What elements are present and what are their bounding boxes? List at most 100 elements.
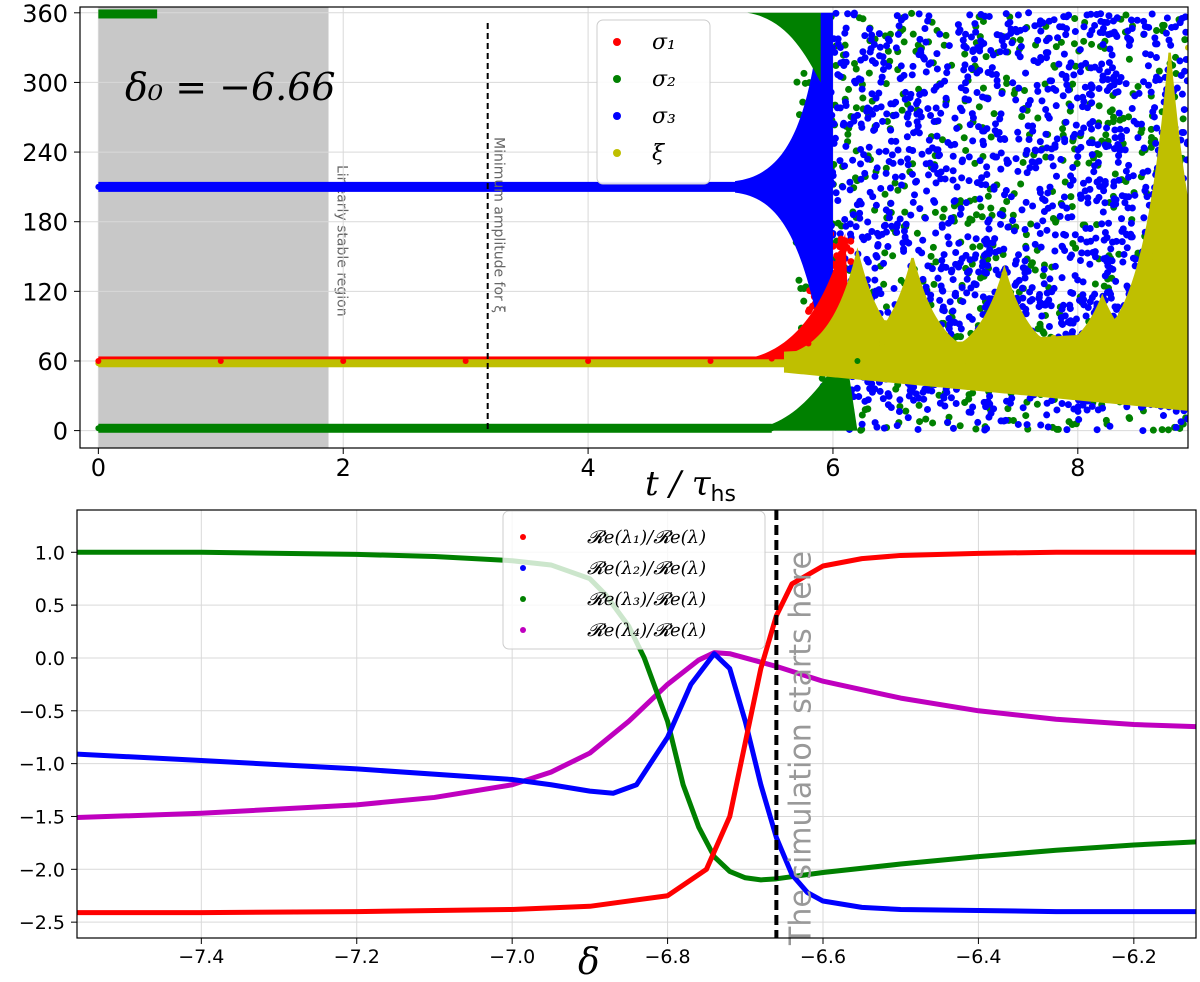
sigma3-chaos-point — [963, 289, 971, 297]
sigma3-chaos-point — [1063, 13, 1071, 21]
sigma3-chaos-point — [1112, 89, 1120, 97]
sigma3-chaos-point — [880, 222, 888, 230]
sigma3-chaos-point — [1105, 288, 1113, 296]
sigma3-chaos-point — [966, 121, 974, 129]
sigma2-chaos-point — [900, 38, 908, 46]
sigma3-chaos-point — [883, 110, 891, 118]
sigma2-chaos-point — [1010, 90, 1018, 98]
sigma3-chaos-point — [887, 403, 895, 411]
sigma3-chaos-point — [1014, 420, 1022, 428]
sigma3-chaos-point — [992, 71, 1000, 79]
legend-marker — [520, 534, 526, 540]
sigma3-chaos-point — [941, 77, 949, 85]
sigma3-chaos-point — [1095, 66, 1103, 74]
sigma2-chaos-point — [845, 85, 853, 93]
sigma3-chaos-point — [1018, 206, 1026, 214]
sigma3-chaos-point — [947, 394, 955, 402]
sigma3-chaos-point — [926, 159, 934, 167]
bottom-plot-frame — [76, 509, 1197, 939]
sigma2-chaos-point — [799, 98, 807, 106]
sigma2-chaos-point — [915, 401, 923, 409]
sigma3-chaos-point — [857, 200, 865, 208]
sigma3-chaos-point — [867, 35, 875, 43]
sigma3-chaos-point — [868, 90, 876, 98]
sigma3-chaos-point — [1057, 155, 1065, 163]
sigma3-chaos-point — [1055, 60, 1063, 68]
sigma3-point — [744, 181, 751, 188]
sigma3-chaos-point — [857, 175, 865, 183]
sigma3-chaos-point — [1099, 72, 1107, 80]
sigma3-chaos-point — [1018, 284, 1026, 292]
sigma3-chaos-point — [882, 206, 890, 214]
sigma3-point — [805, 125, 812, 132]
sigma3-chaos-point — [1084, 199, 1092, 207]
sigma3-chaos-point — [1034, 36, 1042, 44]
sigma3-point — [585, 183, 592, 190]
sigma3-chaos-point — [1045, 323, 1053, 331]
sigma3-chaos-point — [1095, 85, 1103, 93]
y-tick-label: 0 — [53, 418, 68, 446]
sigma2-chaos-point — [929, 419, 937, 427]
sigma3-chaos-point — [943, 69, 951, 77]
sigma3-chaos-point — [976, 43, 984, 51]
sigma3-chaos-point — [844, 10, 852, 18]
sigma3-chaos-point — [1125, 161, 1133, 169]
sigma3-chaos-point — [1108, 51, 1116, 59]
sigma3-chaos-point — [1031, 240, 1039, 248]
sigma3-chaos-point — [992, 266, 1000, 274]
sigma3-chaos-point — [1103, 234, 1111, 242]
sigma2-chaos-point — [987, 204, 995, 212]
sigma3-chaos-point — [855, 75, 863, 83]
sigma3-chaos-point — [1086, 298, 1094, 306]
sigma3-chaos-point — [1053, 406, 1061, 414]
sigma3-chaos-point — [962, 251, 970, 259]
sigma3-chaos-point — [1039, 195, 1047, 203]
sigma3-chaos-point — [871, 126, 879, 134]
sigma3-chaos-point — [1015, 135, 1023, 143]
sigma3-chaos-point — [1097, 17, 1105, 25]
sigma2-chaos-point — [929, 243, 937, 251]
sigma3-chaos-point — [1033, 222, 1041, 230]
sigma1-chaos-point — [847, 237, 855, 245]
sigma3-chaos-point — [971, 20, 979, 28]
sigma3-chaos-point — [1047, 153, 1055, 161]
sigma3-chaos-point — [957, 204, 965, 212]
sigma3-chaos-point — [877, 78, 885, 86]
sigma3-chaos-point — [932, 146, 940, 154]
sigma3-chaos-point — [1148, 10, 1156, 18]
sigma3-chaos-point — [1115, 109, 1123, 117]
sigma2-chaos-point — [939, 213, 947, 221]
y-tick-label: 120 — [22, 278, 68, 306]
sigma3-chaos-point — [976, 195, 984, 203]
sigma3-chaos-point — [1096, 182, 1104, 190]
sigma3-chaos-point — [970, 280, 978, 288]
sigma3-chaos-point — [952, 292, 960, 300]
sigma3-chaos-point — [1046, 275, 1054, 283]
sigma3-chaos-point — [1116, 125, 1124, 133]
legend-label: σ₁ — [652, 30, 676, 55]
sigma3-chaos-point — [1060, 230, 1068, 238]
sigma3-chaos-point — [949, 167, 957, 175]
sigma3-point — [780, 166, 787, 173]
sigma3-chaos-point — [1140, 30, 1148, 38]
sigma3-chaos-point — [1153, 40, 1161, 48]
sigma3-chaos-point — [1094, 122, 1102, 130]
y-tick-label: −2.0 — [19, 859, 65, 881]
sigma3-chaos-point — [951, 140, 959, 148]
sigma3-chaos-point — [1049, 162, 1057, 170]
sigma3-chaos-point — [964, 233, 972, 241]
sigma3-chaos-point — [871, 172, 879, 180]
sigma3-chaos-point — [841, 98, 849, 106]
sigma3-chaos-point — [1096, 176, 1104, 184]
sigma3-chaos-point — [1059, 301, 1067, 309]
sigma3-chaos-point — [1064, 401, 1072, 409]
sigma3-chaos-point — [1105, 12, 1113, 20]
sigma3-chaos-point — [1069, 164, 1077, 172]
sigma3-chaos-point — [1103, 124, 1111, 132]
sigma3-chaos-point — [922, 38, 930, 46]
sigma3-chaos-point — [1075, 296, 1083, 304]
sigma3-chaos-point — [1002, 48, 1010, 56]
sigma3-chaos-point — [1037, 27, 1045, 35]
sigma3-chaos-point — [876, 52, 884, 60]
sigma2-chaos-point — [962, 146, 970, 154]
